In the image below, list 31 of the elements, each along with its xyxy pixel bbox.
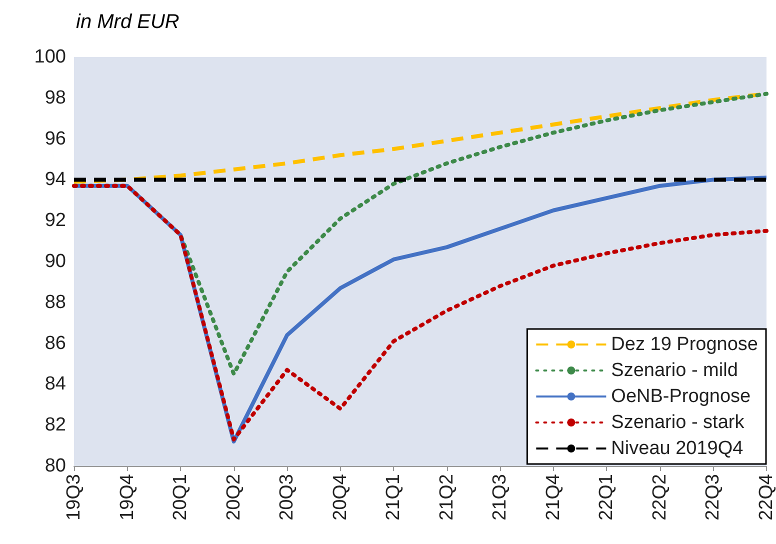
x-tick-label: 20Q1	[170, 474, 192, 520]
x-tick-label: 20Q4	[330, 474, 351, 520]
y-tick-label: 92	[44, 210, 66, 232]
x-tick-label: 20Q2	[223, 474, 244, 520]
y-tick-label: 82	[44, 414, 66, 436]
x-tick-label: 19Q3	[64, 474, 84, 520]
x-tick-label: 22Q3	[702, 474, 724, 520]
y-tick-label: 88	[44, 292, 66, 313]
y-tick-label: 96	[44, 128, 66, 150]
x-tick-label: 21Q2	[436, 474, 458, 520]
y-tick-label: 80	[44, 456, 66, 476]
y-tick-label: 90	[44, 251, 66, 272]
y-tick-label: 84	[44, 374, 66, 395]
legend-label: Niveau 2019Q4	[611, 438, 744, 459]
x-tick-label: 19Q4	[116, 474, 138, 520]
legend-label: Szenario - mild	[611, 360, 738, 381]
legend-label: Szenario - stark	[611, 412, 745, 433]
x-tick-label: 21Q3	[490, 474, 511, 520]
y-tick-label: 94	[44, 169, 66, 190]
x-tick-label: 22Q2	[649, 474, 670, 520]
y-tick-label: 98	[44, 87, 66, 108]
legend-label: Dez 19 Prognose	[611, 334, 758, 355]
x-tick-label: 22Q4	[756, 474, 776, 520]
y-axis-title: in Mrd EUR	[76, 11, 180, 33]
x-tick-label: 21Q4	[542, 474, 564, 520]
y-tick-label: 86	[44, 332, 66, 354]
y-tick-label: 100	[34, 46, 66, 68]
x-tick-label: 21Q1	[383, 474, 404, 520]
x-tick-label: 22Q1	[596, 474, 618, 520]
x-tick-label: 20Q3	[276, 474, 298, 520]
legend-label: OeNB-Prognose	[611, 386, 751, 407]
